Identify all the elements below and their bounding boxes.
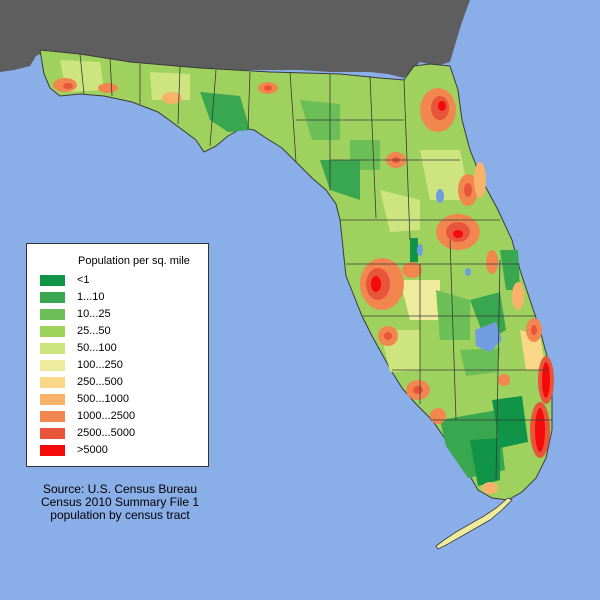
- legend-swatch: [40, 325, 65, 337]
- legend-item: 500...1000: [40, 391, 129, 407]
- legend-label: 25...50: [77, 325, 111, 337]
- legend-label: 1000...2500: [77, 410, 136, 422]
- legend-swatch: [40, 342, 65, 354]
- legend-label: >5000: [77, 444, 108, 456]
- florida-keys: [435, 497, 513, 550]
- source-line-2: Census 2010 Summary File 1: [40, 495, 200, 509]
- legend-title: Population per sq. mile: [78, 255, 190, 267]
- source-line-1: Source: U.S. Census Bureau: [42, 482, 198, 496]
- legend-swatch: [40, 410, 65, 422]
- legend-item: 250...500: [40, 374, 123, 390]
- legend-label: 500...1000: [77, 393, 129, 405]
- legend-label: <1: [77, 274, 90, 286]
- legend-item: 25...50: [40, 323, 111, 339]
- legend: Population per sq. mile <1 1...10 10...25 2…: [26, 243, 209, 467]
- lakes: [417, 189, 502, 352]
- legend-swatch: [40, 393, 65, 405]
- legend-label: 1...10: [77, 291, 105, 303]
- legend-item: 1...10: [40, 289, 105, 305]
- legend-label: 10...25: [77, 308, 111, 320]
- urban-hotspots: [53, 78, 554, 494]
- neighbor-states: [0, 0, 470, 78]
- legend-swatch: [40, 376, 65, 388]
- legend-item: <1: [40, 272, 90, 288]
- legend-label: 100...250: [77, 359, 123, 371]
- legend-swatch: [40, 359, 65, 371]
- legend-label: 50...100: [77, 342, 117, 354]
- legend-swatch: [40, 308, 65, 320]
- legend-label: 2500...5000: [77, 427, 136, 439]
- legend-item: 50...100: [40, 340, 117, 356]
- county-boundaries: [79, 53, 552, 481]
- legend-item: 1000...2500: [40, 408, 135, 424]
- legend-swatch: [40, 274, 65, 286]
- legend-item: 100...250: [40, 357, 123, 373]
- legend-item: 2500...5000: [40, 425, 135, 441]
- legend-item: >5000: [40, 442, 108, 458]
- legend-label: 250...500: [77, 376, 123, 388]
- legend-swatch: [40, 427, 65, 439]
- legend-swatch: [40, 444, 65, 456]
- legend-swatch: [40, 291, 65, 303]
- source-note: Source: U.S. Census Bureau Census 2010 S…: [30, 483, 210, 522]
- source-line-3: population by census tract: [50, 508, 190, 522]
- legend-item: 10...25: [40, 306, 111, 322]
